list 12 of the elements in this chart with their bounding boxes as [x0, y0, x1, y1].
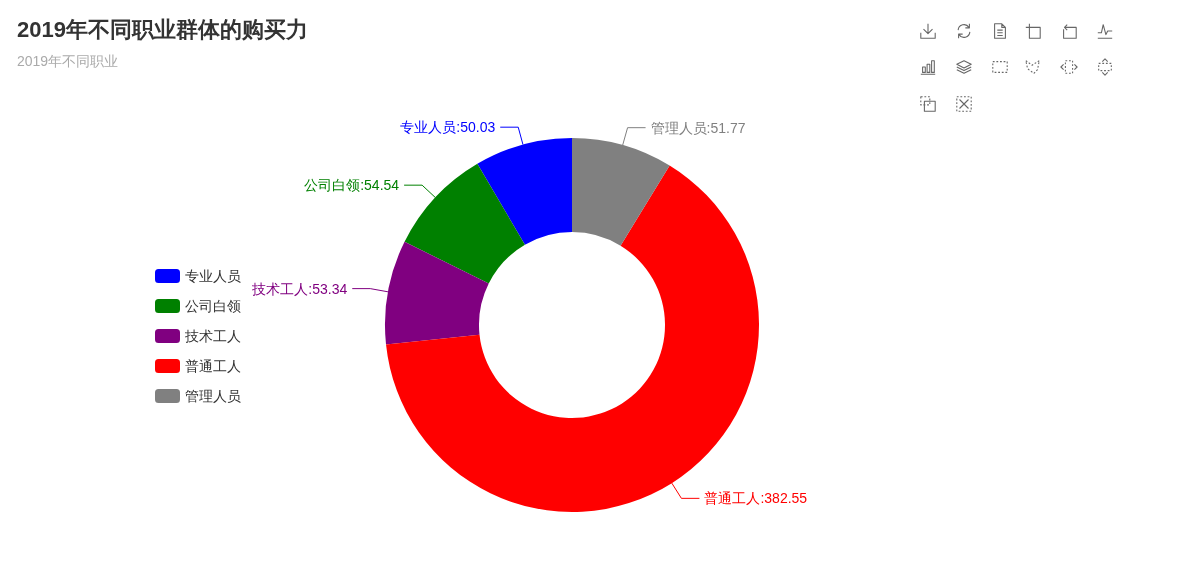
- legend-label: 专业人员: [185, 268, 241, 284]
- legend-label: 普通工人: [185, 358, 241, 374]
- category-label: 普通工人:382.55: [704, 490, 808, 507]
- category-label: 公司白领:54.54: [304, 177, 400, 194]
- legend-label: 管理人员: [185, 388, 241, 404]
- category-label: 管理人员:51.77: [650, 119, 746, 136]
- legend-label: 公司白领: [185, 298, 241, 314]
- legend-label: 技术工人: [184, 328, 241, 344]
- category-label: 技术工人:53.34: [252, 280, 348, 297]
- chart-subtitle: 2019年不同职业: [17, 53, 119, 69]
- chart-title: 2019年不同职业群体的购买力: [17, 16, 308, 42]
- category-label: 专业人员:50.03: [400, 119, 496, 136]
